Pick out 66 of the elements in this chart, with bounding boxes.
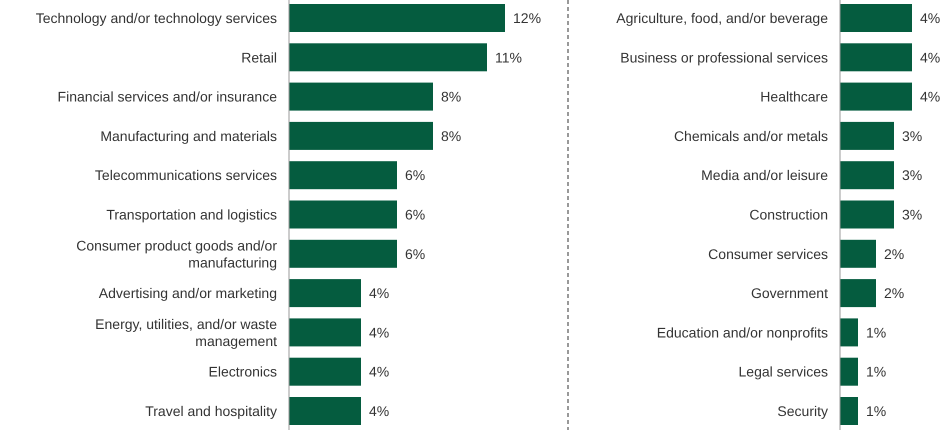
y-tick-label: Manufacturing and materials [100, 128, 277, 144]
bar [289, 318, 361, 346]
bar [289, 240, 397, 268]
bar [289, 161, 397, 190]
bar [289, 200, 397, 228]
data-label: 1% [866, 324, 886, 340]
data-label: 6% [405, 167, 426, 184]
bar [840, 161, 894, 190]
bar [840, 43, 912, 72]
y-tick-label: Transportation and logistics [106, 206, 277, 222]
bar [840, 82, 912, 111]
y-tick-label: Technology and/or technology services [36, 10, 277, 26]
data-label: 1% [866, 403, 886, 419]
y-tick-label: Media and/or leisure [701, 167, 828, 184]
data-label: 4% [369, 364, 390, 380]
y-tick-label: Advertising and/or marketing [98, 285, 277, 302]
y-tick-label: Consumer services [708, 246, 828, 262]
bar [840, 122, 894, 150]
data-label: 12% [513, 10, 542, 26]
bar [840, 318, 858, 346]
y-tick-label: Consumer product goods and/or manufacturing [76, 237, 278, 270]
bar [289, 279, 361, 308]
data-label: 11% [495, 49, 522, 66]
y-tick-label: Healthcare [760, 88, 828, 105]
data-label: 4% [920, 10, 940, 26]
data-label: 8% [441, 128, 462, 144]
y-tick-label: Telecommunications services [94, 167, 277, 184]
data-label: 2% [884, 246, 904, 262]
data-label: 4% [369, 403, 390, 419]
bar [289, 43, 487, 72]
y-tick-label: Security [777, 403, 828, 419]
y-tick-label: Chemicals and/or metals [674, 128, 828, 144]
data-label: 4% [920, 49, 940, 66]
data-label: 3% [902, 167, 922, 184]
y-tick-label: Construction [749, 206, 828, 222]
bar [840, 358, 858, 386]
y-tick-label: Government [750, 285, 828, 302]
y-tick-label: Financial services and/or insurance [58, 88, 278, 105]
data-label: 6% [405, 246, 426, 262]
data-label: 4% [369, 285, 390, 302]
y-tick-label: Energy, utilities, and/or waste management [95, 316, 278, 349]
bar [289, 358, 361, 386]
y-tick-label: Travel and hospitality [145, 403, 277, 419]
data-label: 2% [884, 285, 904, 302]
bar [840, 397, 858, 425]
y-tick-label: Education and/or nonprofits [656, 324, 828, 340]
data-label: 1% [866, 364, 886, 380]
bar [840, 200, 894, 228]
data-label: 4% [369, 324, 390, 340]
data-label: 3% [902, 128, 922, 144]
bar [289, 82, 433, 111]
bar [840, 279, 876, 308]
data-label: 6% [405, 206, 426, 222]
y-tick-label: Legal services [738, 364, 828, 380]
y-tick-label: Retail [241, 49, 277, 66]
bar [289, 4, 505, 32]
bar [289, 122, 433, 150]
bar [840, 240, 876, 268]
y-tick-label: Electronics [208, 364, 277, 380]
data-label: 8% [441, 88, 462, 105]
bar [289, 397, 361, 425]
data-label: 4% [920, 88, 940, 105]
data-label: 3% [902, 206, 922, 222]
y-tick-label: Agriculture, food, and/or beverage [616, 10, 828, 26]
y-tick-label: Business or professional services [620, 49, 828, 66]
bar [840, 4, 912, 32]
